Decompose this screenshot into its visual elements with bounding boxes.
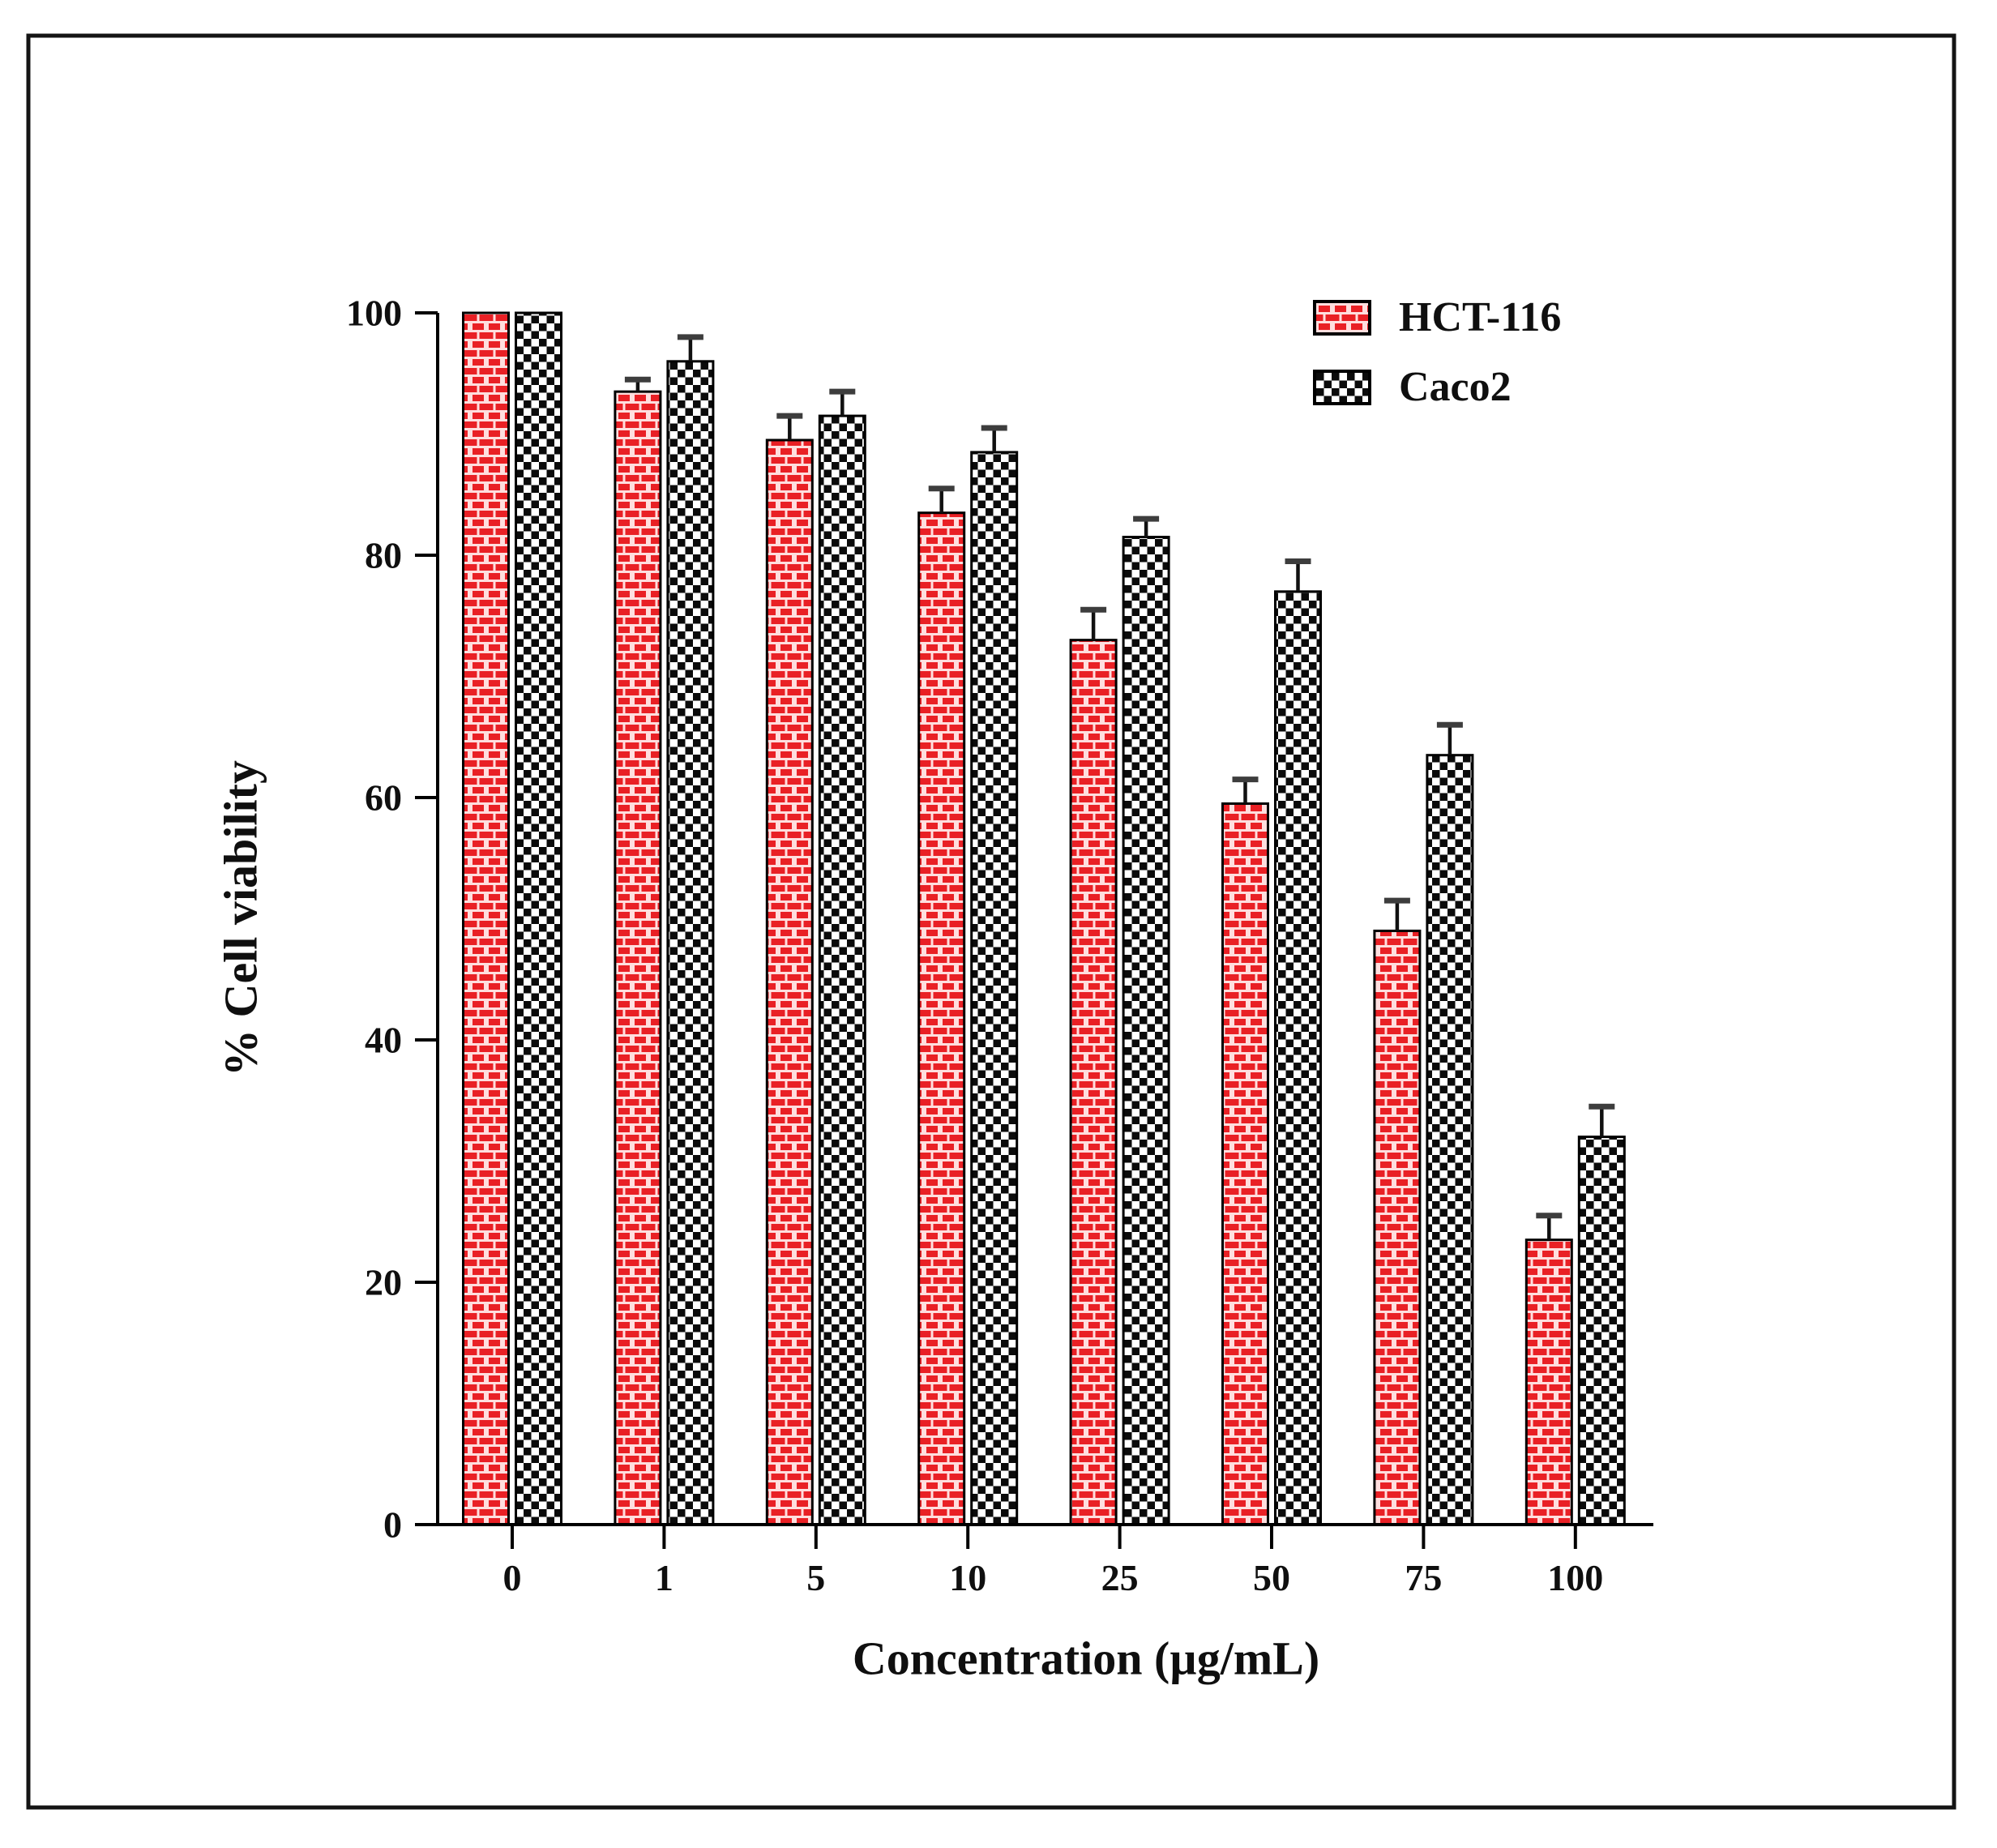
x-tick-label-100: 100 bbox=[1547, 1557, 1603, 1598]
y-tick-label-100: 100 bbox=[346, 293, 402, 334]
y-tick-label-0: 0 bbox=[383, 1504, 402, 1546]
x-tick-label-75: 75 bbox=[1405, 1557, 1442, 1598]
legend-swatch-checker-icon bbox=[1313, 370, 1371, 405]
bar-HCT-116-10 bbox=[917, 511, 966, 1526]
x-tick-label-50: 50 bbox=[1253, 1557, 1290, 1598]
y-axis-title-text: % Cell viability bbox=[214, 760, 267, 1076]
bar-Caco2-25 bbox=[1122, 536, 1170, 1526]
legend-item-hct-116: HCT-116 bbox=[1313, 297, 1561, 339]
bar-HCT-116-0 bbox=[462, 311, 510, 1526]
legend-item-caco2: Caco2 bbox=[1313, 366, 1561, 409]
y-tick-label-80: 80 bbox=[365, 535, 402, 576]
x-tick-label-25: 25 bbox=[1101, 1557, 1139, 1598]
figure-border bbox=[26, 33, 1956, 1810]
legend: HCT-116 Caco2 bbox=[1313, 297, 1561, 409]
x-tick-label-10: 10 bbox=[949, 1557, 986, 1598]
bar-HCT-116-75 bbox=[1373, 929, 1422, 1526]
legend-swatch-brick-icon bbox=[1313, 300, 1371, 336]
bar-Caco2-5 bbox=[818, 414, 866, 1526]
bar-Caco2-10 bbox=[970, 451, 1019, 1526]
bar-Caco2-0 bbox=[515, 311, 562, 1526]
x-tick-label-5: 5 bbox=[806, 1557, 825, 1598]
bar-HCT-116-25 bbox=[1069, 639, 1118, 1526]
bar-Caco2-50 bbox=[1274, 590, 1322, 1526]
legend-label-hct-116: HCT-116 bbox=[1399, 294, 1562, 340]
y-tick-label-40: 40 bbox=[365, 1020, 402, 1061]
bar-HCT-116-100 bbox=[1524, 1238, 1573, 1526]
y-tick-label-60: 60 bbox=[365, 777, 402, 819]
x-tick-label-0: 0 bbox=[503, 1557, 522, 1598]
bar-Caco2-100 bbox=[1577, 1136, 1626, 1526]
legend-label-caco2: Caco2 bbox=[1399, 364, 1512, 410]
bar-Caco2-1 bbox=[666, 360, 715, 1526]
x-axis-title-text: Concentration (µg/mL) bbox=[852, 1632, 1320, 1685]
bar-Caco2-75 bbox=[1426, 754, 1474, 1526]
bar-HCT-116-5 bbox=[765, 438, 814, 1526]
x-tick-label-1: 1 bbox=[655, 1557, 674, 1598]
bar-HCT-116-1 bbox=[614, 390, 662, 1526]
y-tick-label-20: 20 bbox=[365, 1262, 402, 1303]
bar-HCT-116-50 bbox=[1221, 802, 1269, 1526]
